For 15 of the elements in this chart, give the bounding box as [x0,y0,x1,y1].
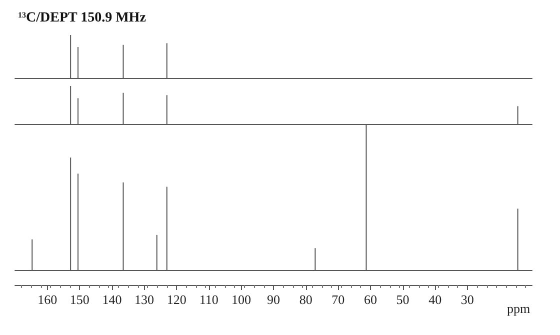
x-tick-label: 70 [332,292,345,307]
x-tick-label: 90 [267,292,280,307]
x-tick-label: 40 [428,292,442,307]
x-tick-label: 60 [364,292,377,307]
x-tick-label: 120 [166,292,186,307]
x-tick-label: 80 [299,292,312,307]
x-tick-label: 100 [231,292,251,307]
x-tick-label: 110 [199,292,218,307]
x-axis-title: ppm [507,301,530,316]
x-tick-label: 150 [70,292,90,307]
x-tick-label: 160 [38,292,58,307]
x-tick-label: 50 [396,292,410,307]
x-tick-label: 30 [460,292,474,307]
x-tick-label: 130 [134,292,154,307]
x-tick-label: 140 [102,292,122,307]
